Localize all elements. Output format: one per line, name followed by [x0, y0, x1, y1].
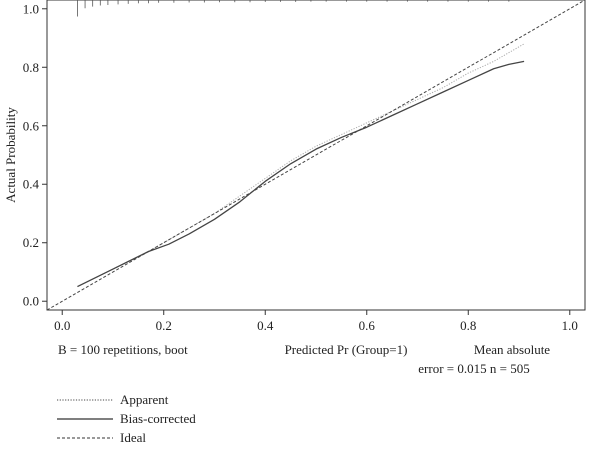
y-tick-label: 0.0 [23, 294, 39, 309]
x-tick-label: 0.2 [156, 318, 172, 333]
series-line-bias-corrected [77, 60, 525, 288]
y-axis-ticks: 0.0 0.2 0.4 0.6 0.8 1.0 [23, 1, 47, 309]
series-layer [46, 0, 586, 311]
legend: Apparent Bias-corrected Ideal [57, 392, 196, 445]
y-tick-label: 0.8 [23, 60, 39, 75]
series-line-apparent [77, 43, 525, 288]
x-axis-ticks: 0.0 0.2 0.4 0.6 0.8 1.0 [54, 310, 578, 333]
y-tick-label: 0.2 [23, 235, 39, 250]
x-tick-label: 0.8 [460, 318, 476, 333]
y-tick-label: 0.6 [23, 118, 40, 133]
plot-frame [46, 0, 586, 311]
y-tick-label: 0.4 [23, 177, 40, 192]
x-tick-label: 0.4 [257, 318, 274, 333]
x-tick-label: 0.0 [54, 318, 70, 333]
x-axis-label: Predicted Pr (Group=1) [285, 342, 408, 357]
rug-layer [77, 0, 510, 17]
legend-label-bias-corrected: Bias-corrected [120, 411, 196, 426]
plot-area [46, 0, 586, 311]
x-tick-label: 1.0 [562, 318, 578, 333]
footnote-right-line2: error = 0.015 n = 505 [418, 361, 529, 376]
legend-label-apparent: Apparent [120, 392, 169, 407]
y-axis-label: Actual Probability [3, 107, 18, 203]
y-tick-label: 1.0 [23, 1, 39, 16]
legend-label-ideal: Ideal [120, 430, 146, 445]
footnote-left: B = 100 repetitions, boot [58, 342, 188, 357]
series-line-ideal [46, 0, 586, 311]
x-tick-label: 0.6 [359, 318, 376, 333]
footnote-right-line1: Mean absolute [474, 342, 550, 357]
